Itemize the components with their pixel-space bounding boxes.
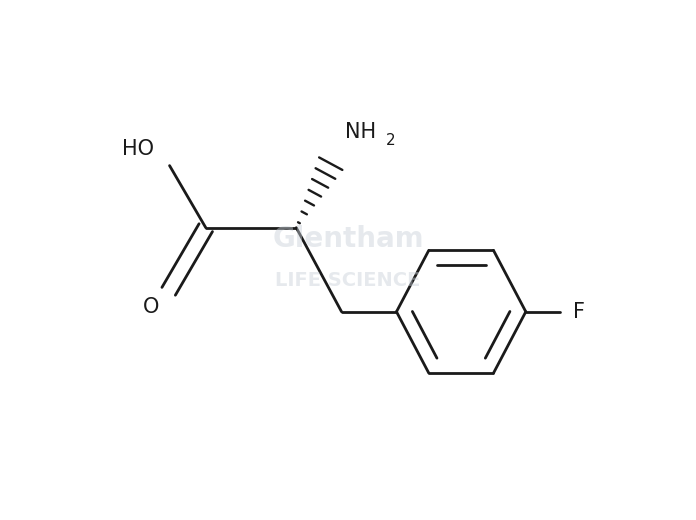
Text: 2: 2 xyxy=(386,133,395,148)
Text: F: F xyxy=(573,302,585,322)
Text: LIFE SCIENCE: LIFE SCIENCE xyxy=(276,271,420,290)
Text: HO: HO xyxy=(122,139,154,159)
Text: O: O xyxy=(143,296,159,317)
Text: Glentham: Glentham xyxy=(272,225,424,253)
Text: NH: NH xyxy=(345,122,376,142)
